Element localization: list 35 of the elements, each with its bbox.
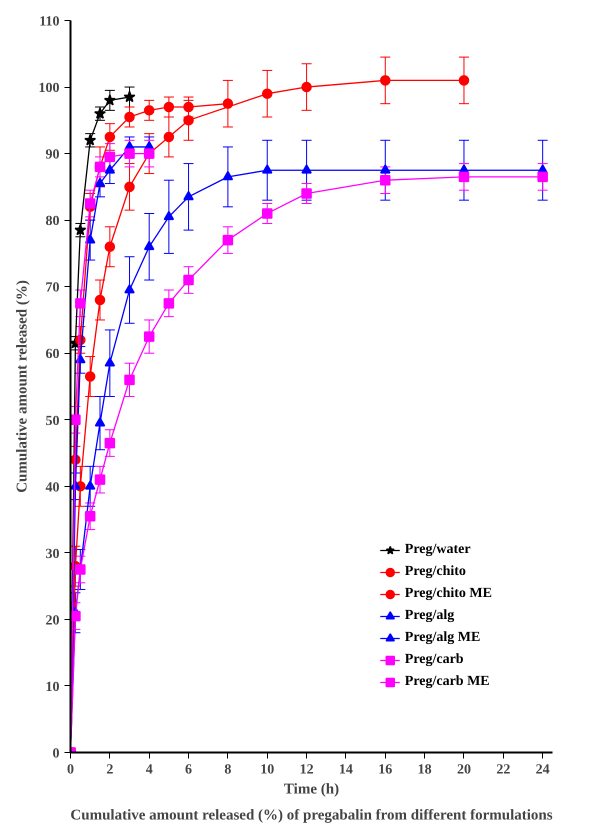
legend-label: Preg/alg ME: [404, 630, 480, 646]
x-tick-label: 10: [260, 762, 274, 778]
y-tick-label: 90: [46, 148, 60, 163]
y-tick-label: 80: [46, 214, 60, 230]
y-tick-label: 60: [46, 347, 60, 362]
x-tick-label: 8: [224, 762, 232, 778]
y-tick-label: 20: [46, 613, 60, 628]
x-tick-label: 12: [300, 762, 314, 778]
x-tick-label: 14: [338, 762, 353, 778]
x-tick-label: 0: [67, 762, 74, 778]
legend-label: Preg/water: [404, 542, 471, 558]
x-tick-label: 24: [536, 762, 550, 778]
y-tick-label: 40: [46, 480, 60, 496]
legend-label: Preg/chito: [404, 564, 466, 580]
x-tick-label: 2: [106, 762, 114, 778]
x-tick-label: 18: [418, 762, 432, 778]
x-tick-label: 20: [456, 762, 471, 778]
text: Cumulative amount released (%) of pregabalin from different formulations: [70, 808, 553, 824]
x-tick-label: 6: [185, 762, 192, 778]
x-tick-label: 22: [496, 762, 510, 778]
x-tick-label: 4: [146, 762, 153, 778]
y-tick-label: 0: [52, 746, 60, 762]
x-tick-label: 16: [378, 762, 392, 778]
y-tick-label: 70: [46, 280, 60, 296]
y-tick-label: 30: [46, 546, 60, 562]
legend-label: Preg/carb ME: [404, 674, 490, 690]
legend-label: Preg/chito ME: [404, 586, 492, 602]
y-tick-label: 50: [46, 414, 60, 429]
x-axis-title: Time (h): [284, 782, 340, 798]
legend-label: Preg/carb: [404, 652, 464, 668]
y-axis-title: Cumulative amount released (%): [14, 280, 30, 493]
y-tick-label: 10: [46, 680, 60, 695]
legend-label: Preg/alg: [404, 608, 454, 624]
y-tick-label: 100: [38, 81, 60, 96]
y-tick-label: 110: [39, 14, 60, 30]
